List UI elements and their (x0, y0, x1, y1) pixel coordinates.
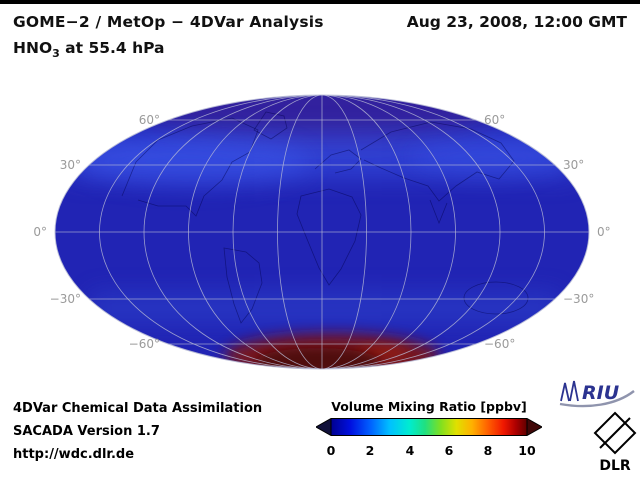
figure-subtitle: HNO3 at 55.4 hPa (13, 39, 324, 60)
colorbar-tick-label: 6 (444, 443, 454, 458)
dlr-emblem-diamond (593, 411, 637, 455)
lat-label-left-0: 0° (33, 225, 47, 239)
colorbar-tick-label: 10 (518, 443, 536, 458)
coastline-asia (360, 121, 515, 202)
lat-label-left-30n: 30° (60, 158, 81, 172)
lat-label-right-30n: 30° (563, 158, 584, 172)
coastline-greenland (253, 111, 288, 140)
coastline-africa (296, 188, 362, 286)
credit-line-version: SACADA Version 1.7 (13, 424, 160, 439)
colorbar: Volume Mixing Ratio [ppbv] 0 2 4 6 8 10 (314, 399, 544, 459)
credits: 4DVar Chemical Data Assimilation SACADA … (13, 397, 262, 466)
riu-swoosh (559, 390, 635, 408)
south-band (90, 292, 560, 324)
compound-subscript: 3 (52, 47, 60, 61)
coastline-australia (463, 281, 529, 315)
credit-line-url: http://wdc.dlr.de (13, 447, 135, 462)
lat-label-right-30s: −30° (563, 292, 594, 306)
colorbar-tick-label: 0 (326, 443, 336, 458)
colorbar-gradient (331, 418, 527, 436)
top-border-bar (0, 0, 640, 4)
meridian-90 (188, 95, 456, 369)
latitude-labels: 60° 30° 0° −30° −60° 60° 30° 0° −30° −60… (33, 113, 610, 351)
coastline-north-america (121, 117, 259, 217)
meridian-150 (99, 95, 545, 369)
coastline-europe (314, 149, 362, 174)
coastline-south-america (223, 247, 263, 324)
meridian-120 (143, 95, 501, 369)
lat-label-left-60s: −60° (129, 337, 160, 351)
colorbar-left-arrow (316, 418, 331, 436)
north-band-blob-west (80, 138, 310, 186)
north-band-blob-east (410, 140, 560, 176)
colorbar-tick-row: 0 2 4 6 8 10 (316, 443, 542, 459)
coastlines (121, 111, 529, 324)
lat-label-right-60s: −60° (484, 337, 515, 351)
meridian-60 (232, 95, 412, 369)
colorbar-right-arrow (527, 418, 542, 436)
lat-label-right-0: 0° (597, 225, 611, 239)
colorbar-tick-label: 4 (405, 443, 415, 458)
riu-logo-text: RIU (582, 382, 620, 404)
meridian-30 (277, 95, 367, 369)
lat-label-left-30s: −30° (50, 292, 81, 306)
pressure-level: at 55.4 hPa (59, 39, 165, 57)
dlr-logo: DLR (593, 411, 637, 474)
cathedral-icon (560, 380, 579, 402)
dlr-logo-text: DLR (599, 458, 631, 474)
figure-title: GOME−2 / MetOp − 4DVar Analysis (13, 13, 324, 31)
compound-name: HNO (13, 39, 53, 57)
colorbar-title: Volume Mixing Ratio [ppbv] (331, 399, 527, 414)
lat-label-left-60n: 60° (139, 113, 160, 127)
colorbar-tick-label: 2 (365, 443, 375, 458)
riu-logo: RIU (559, 380, 635, 408)
map-boundary (54, 94, 590, 370)
timestamp: Aug 23, 2008, 12:00 GMT (406, 13, 627, 31)
colorbar-tick-label: 8 (483, 443, 493, 458)
antarctic-core (256, 348, 380, 369)
header: GOME−2 / MetOp − 4DVar Analysis HNO3 at … (13, 13, 324, 60)
credit-line-assimilation: 4DVar Chemical Data Assimilation (13, 401, 263, 416)
colorbar-scale (314, 418, 544, 436)
lat-label-right-60n: 60° (484, 113, 505, 127)
coastline-india (429, 199, 448, 225)
dlr-emblem-swoosh (599, 417, 631, 449)
